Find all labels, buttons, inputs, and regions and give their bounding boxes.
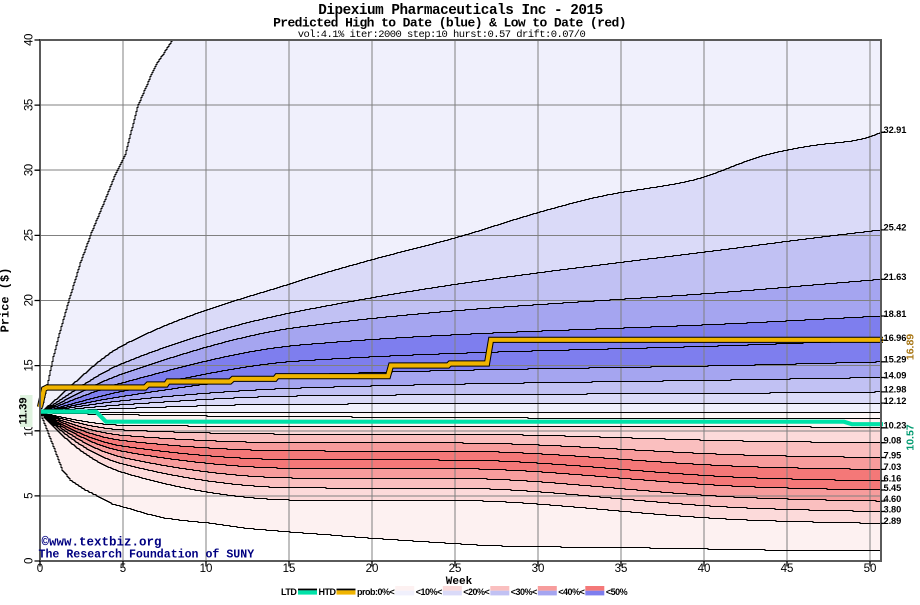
- svg-text:32.91: 32.91: [884, 125, 907, 135]
- svg-text:Week: Week: [446, 576, 473, 588]
- svg-text:50: 50: [864, 563, 877, 575]
- svg-text:5: 5: [120, 563, 126, 575]
- svg-text:40: 40: [24, 34, 36, 46]
- svg-text:25: 25: [449, 563, 462, 575]
- svg-text:12.98: 12.98: [884, 385, 907, 395]
- svg-text:40: 40: [698, 563, 711, 575]
- svg-text:10.57: 10.57: [905, 424, 917, 450]
- svg-text:4.60: 4.60: [884, 494, 902, 504]
- svg-text:15: 15: [283, 563, 296, 575]
- svg-text:12.12: 12.12: [884, 396, 907, 406]
- svg-text:14.09: 14.09: [884, 370, 907, 380]
- svg-text:7.95: 7.95: [884, 450, 902, 460]
- svg-text:0: 0: [37, 563, 43, 575]
- svg-text:HTD: HTD: [318, 587, 336, 597]
- svg-text:2.89: 2.89: [884, 516, 902, 526]
- svg-text:prob:0%<: prob:0%<: [357, 587, 395, 597]
- svg-text:10.23: 10.23: [884, 421, 907, 431]
- svg-text:11.39: 11.39: [18, 398, 30, 425]
- svg-text:15.29: 15.29: [884, 355, 907, 365]
- svg-text:21.63: 21.63: [884, 272, 907, 282]
- svg-text:The Research Foundation of SUN: The Research Foundation of SUNY: [39, 549, 255, 562]
- svg-text:Dipexium Pharmaceuticals Inc -: Dipexium Pharmaceuticals Inc - 2015: [318, 3, 603, 19]
- svg-text:16.96: 16.96: [884, 333, 907, 343]
- svg-text:3.80: 3.80: [884, 504, 902, 514]
- svg-text:30: 30: [532, 563, 545, 575]
- svg-text:30: 30: [24, 164, 36, 176]
- svg-text:16.89: 16.89: [905, 334, 917, 360]
- svg-text:©www.textbiz.org: ©www.textbiz.org: [42, 536, 162, 550]
- svg-text:<40%<: <40%<: [558, 587, 584, 597]
- svg-text:7.03: 7.03: [884, 462, 902, 472]
- svg-text:10: 10: [24, 425, 36, 437]
- svg-text:LTD: LTD: [281, 587, 297, 597]
- svg-text:25.42: 25.42: [884, 223, 907, 233]
- svg-text:10: 10: [200, 563, 213, 575]
- svg-text:45: 45: [781, 563, 794, 575]
- svg-text:Predicted High to Date (blue): Predicted High to Date (blue) & Low to D…: [273, 15, 626, 30]
- svg-text:20: 20: [366, 563, 379, 575]
- svg-text:vol:4.1% iter:2000 step:10 hur: vol:4.1% iter:2000 step:10 hurst:0.57 dr…: [298, 29, 586, 41]
- svg-text:25: 25: [24, 229, 36, 241]
- svg-text:<30%<: <30%<: [511, 587, 537, 597]
- svg-text:35: 35: [615, 563, 628, 575]
- svg-text:<10%<: <10%<: [416, 587, 442, 597]
- svg-text:5: 5: [24, 493, 36, 499]
- svg-text:20: 20: [24, 295, 36, 307]
- svg-text:5.45: 5.45: [884, 483, 902, 493]
- svg-text:<50%: <50%: [606, 587, 628, 597]
- svg-text:0: 0: [24, 558, 36, 564]
- svg-text:9.08: 9.08: [884, 436, 902, 446]
- svg-text:6.16: 6.16: [884, 474, 902, 484]
- svg-text:15: 15: [24, 360, 36, 372]
- svg-text:<20%<: <20%<: [463, 587, 489, 597]
- svg-text:35: 35: [24, 99, 36, 111]
- svg-text:18.81: 18.81: [884, 309, 907, 319]
- svg-text:Price ($): Price ($): [0, 268, 13, 333]
